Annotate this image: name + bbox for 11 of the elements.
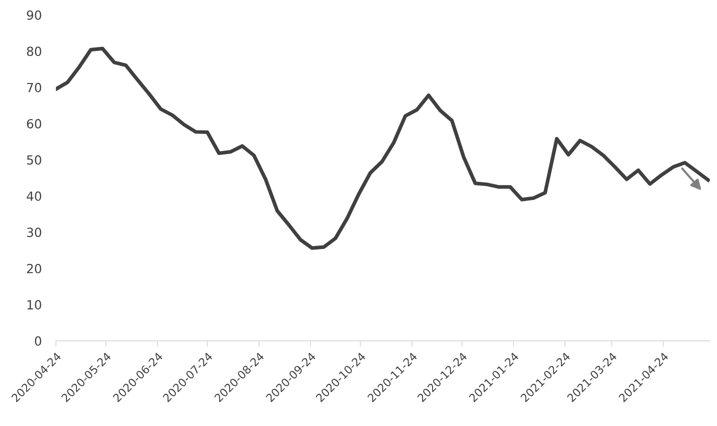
y-tick-label: 0 — [34, 336, 42, 346]
y-tick-label: 20 — [27, 264, 42, 274]
y-tick-label: 80 — [26, 46, 42, 56]
y-tick-label: 90 — [26, 10, 42, 20]
y-tick-label: 50 — [27, 155, 42, 165]
line-series — [56, 46, 710, 250]
y-tick-label: 30 — [27, 228, 42, 238]
y-tick-label: 60 — [27, 119, 42, 128]
y-tick-label: 70 — [27, 82, 42, 92]
y-tick-label: 10 — [28, 300, 42, 310]
y-tick-label: 40 — [26, 191, 42, 201]
